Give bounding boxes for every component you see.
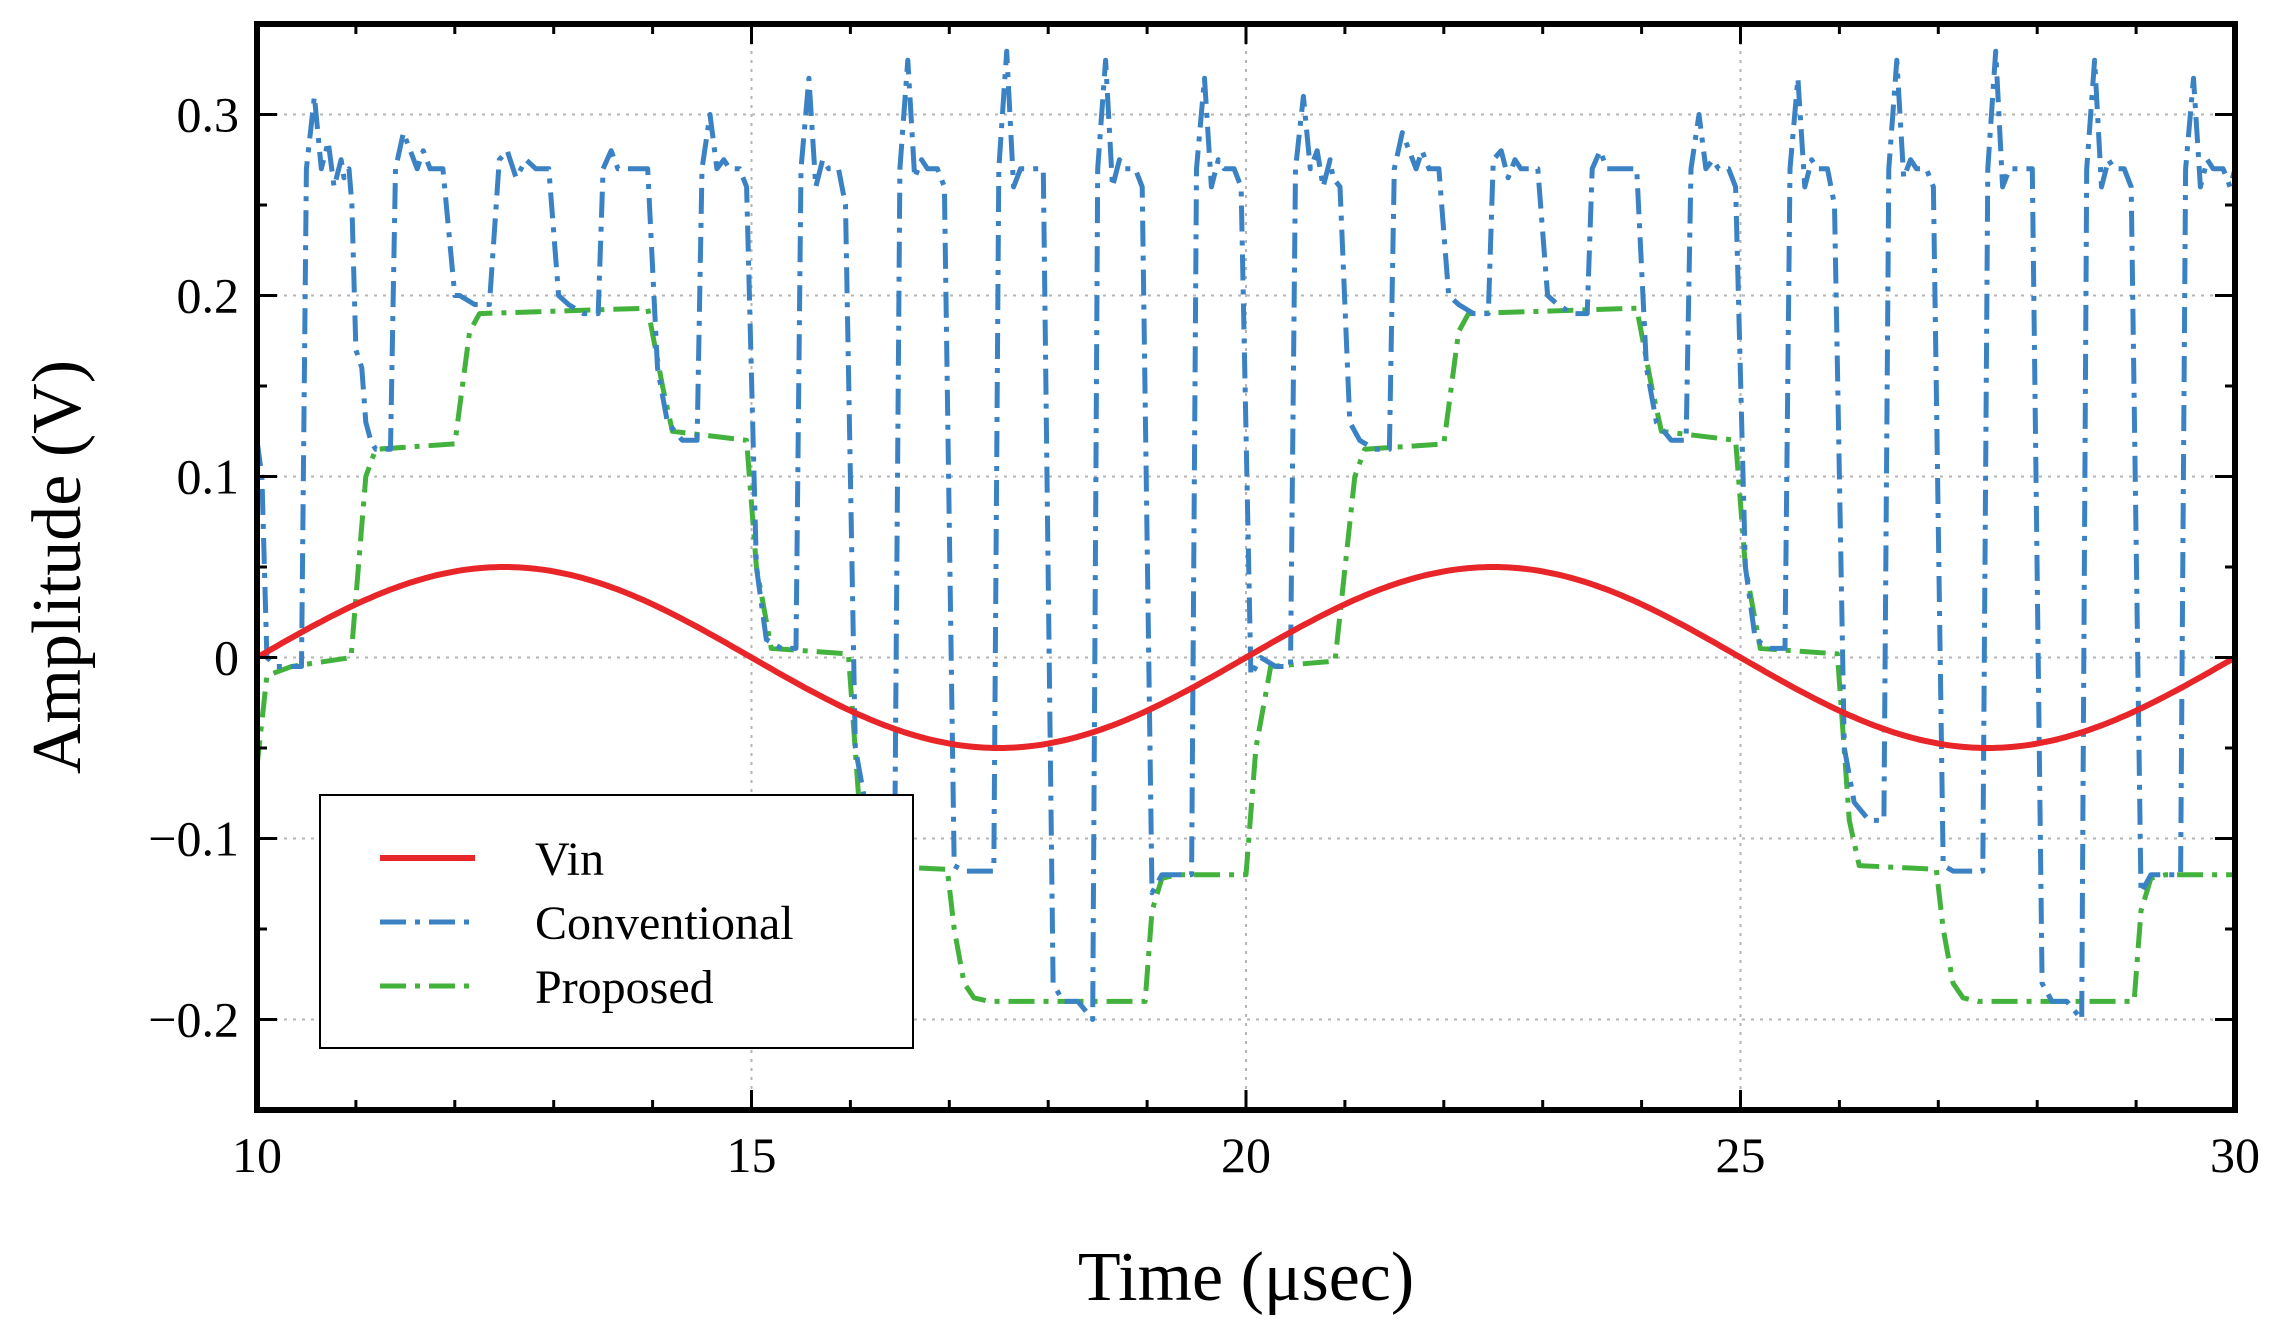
x-tick-labels: 10 15 20 25 30	[232, 1127, 2260, 1183]
y-tick-label-5: 0.3	[177, 87, 240, 143]
x-tick-label-1: 15	[727, 1127, 777, 1183]
series-line-vin	[255, 564, 2237, 751]
series-line-proposed	[254, 305, 2235, 1004]
y-tick-label-0: −0.2	[148, 992, 239, 1048]
legend-label-vin: Vin	[535, 833, 604, 886]
y-tick-labels: −0.2 −0.1 0 0.1 0.2 0.3	[148, 87, 239, 1048]
y-tick-label-3: 0.1	[177, 449, 240, 505]
legend: Vin Conventional Proposed	[319, 794, 914, 1049]
x-axis-title: Time (μsec)	[1078, 1239, 1414, 1316]
series-line-conventional	[254, 48, 2238, 1022]
grid	[257, 24, 2235, 1110]
y-tick-label-1: −0.1	[148, 811, 239, 867]
x-tick-label-0: 10	[232, 1127, 282, 1183]
legend-label-conventional: Conventional	[535, 897, 794, 950]
x-tick-label-4: 30	[2210, 1127, 2260, 1183]
ticks	[255, 22, 2237, 1112]
legend-label-proposed: Proposed	[535, 961, 714, 1014]
y-tick-label-2: 0	[214, 630, 239, 686]
x-tick-label-3: 25	[1716, 1127, 1766, 1183]
y-axis-title: Amplitude (V)	[19, 360, 96, 774]
x-tick-label-2: 20	[1221, 1127, 1271, 1183]
y-tick-label-4: 0.2	[177, 268, 240, 324]
series-layer	[254, 48, 2238, 1022]
